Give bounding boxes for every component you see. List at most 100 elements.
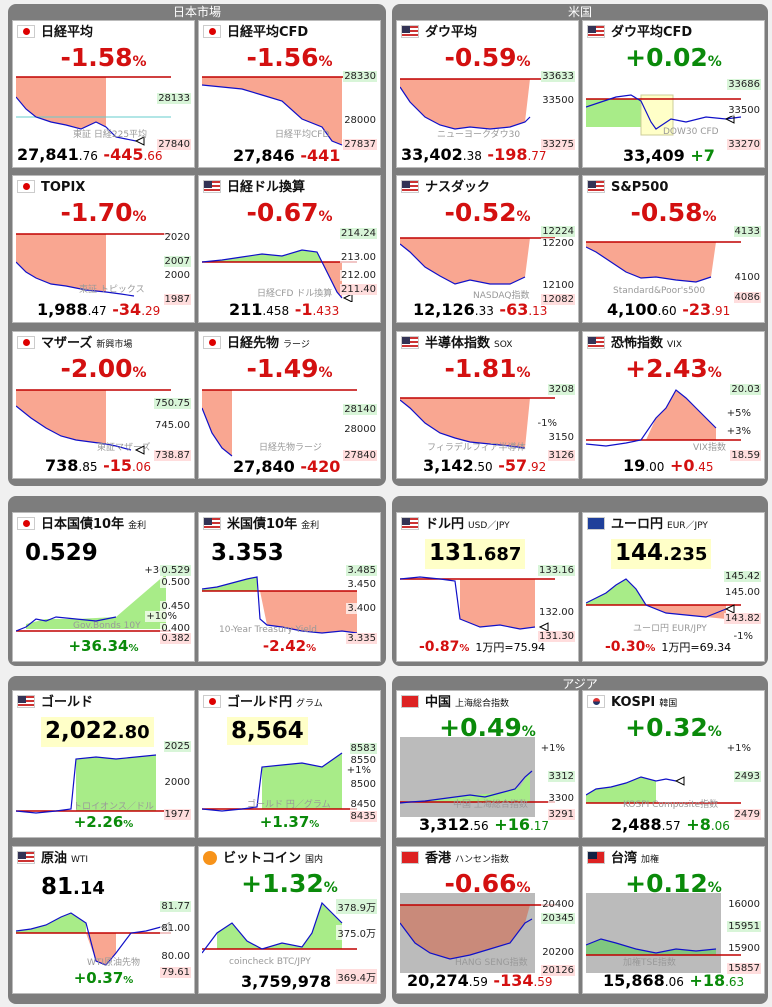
price-value: 33,402 <box>401 145 463 164</box>
mid2-label: 212.00 <box>340 270 377 281</box>
card-nasdaq[interactable]: ナスダック -0.52% 12224 12200 12100 12082 NAS… <box>396 175 579 323</box>
price-value: 81 <box>41 874 74 900</box>
japan-flag-icon <box>203 336 221 349</box>
card-eurjpy[interactable]: ユーロ円 EUR／JPY 144.235 145.42 145.00 143.82… <box>582 512 765 662</box>
card-taiwan[interactable]: 台湾 加権 +0.12% 16000 15951 15900 15857 加権TS… <box>582 846 765 994</box>
change-percent: +2.26 <box>73 813 124 831</box>
card-china[interactable]: 中国 上海総合指数 +0.49% +1% 3312 3300 3291 中国 上海… <box>396 690 579 838</box>
mid-label: 745.00 <box>154 420 191 431</box>
mid-label: 20345 <box>541 913 575 924</box>
low-label: 211.40 <box>340 284 377 295</box>
price-value: 3,759,978 <box>241 972 332 991</box>
card-gold-yen[interactable]: ゴールド円 グラム 8,564 8583 8550 +1% 8500 8450 8… <box>198 690 381 838</box>
change-percent: -1.70 <box>60 198 133 227</box>
us-flag-icon <box>17 851 35 864</box>
card-dow[interactable]: ダウ平均 -0.59% 33633 33500 33275 ニューヨークダウ30… <box>396 20 579 168</box>
card-sox[interactable]: 半導体指数 SOX -1.81% 3208 -1% 3150 3126 フィラデル… <box>396 331 579 479</box>
card-gold[interactable]: ゴールド 2,022.80 2025 2000 1977 トロイオンス／ドル +… <box>12 690 195 838</box>
high-label: 16000 <box>727 899 761 910</box>
change-percent: +0.37 <box>73 969 124 987</box>
low-label: 12082 <box>541 294 575 305</box>
card-kospi[interactable]: KOSPI 韓国 +0.32% +1% 2493 2479 KOSPI Compo… <box>582 690 765 838</box>
change-percent: -0.59 <box>444 43 517 72</box>
high-label: 2020 <box>163 232 191 243</box>
us-flag-icon <box>203 517 221 530</box>
change-percent: -0.30 <box>605 639 646 655</box>
japan-flag-icon <box>203 695 221 708</box>
card-nikkei-usd[interactable]: 日経ドル換算 -0.67% 214.24 213.00 212.00 211.4… <box>198 175 381 323</box>
card-usdjpy[interactable]: ドル円 USD／JPY 131.687 133.16 132.00 131.30 … <box>396 512 579 662</box>
mid-label: 3300 <box>547 793 575 804</box>
section-title: 米国 <box>567 5 592 19</box>
card-nikkei[interactable]: 日経平均 -1.58% 28133 27840 東証 日経225平均 27,84… <box>12 20 195 168</box>
card-hongkong[interactable]: 香港 ハンセン指数 -0.66% 20400 20345 20200 20126 … <box>396 846 579 994</box>
price-chart <box>202 576 358 634</box>
change-value: +7 <box>690 146 715 165</box>
change-value: -445 <box>103 145 144 164</box>
change-percent: +36.34 <box>68 637 129 655</box>
low-label: 738.87 <box>154 450 191 461</box>
low-label: 1977 <box>163 809 191 820</box>
high-label: 33686 <box>727 79 761 90</box>
price-chart <box>586 94 742 136</box>
low-label: 143.82 <box>724 613 761 624</box>
watermark: WTI原油先物 <box>87 958 141 968</box>
change-value: -420 <box>300 457 341 476</box>
card-mothers[interactable]: マザーズ 新興市場 -2.00% 750.75 745.00 738.87 東証マ… <box>12 331 195 479</box>
card-vix[interactable]: 恐怖指数 VIX +2.43% 20.03 +5% +3% 18.59 VIX指数… <box>582 331 765 479</box>
high-label: 12224 <box>541 226 575 237</box>
price-value: 8,564 <box>227 717 308 745</box>
change-value: -57 <box>498 456 528 475</box>
price-chart <box>586 389 741 447</box>
watermark: トロイオンス／ドル <box>73 802 154 812</box>
change-value: -441 <box>300 146 341 165</box>
yen-conversion: 1万円=69.34 <box>661 641 732 654</box>
price-chart <box>202 752 357 812</box>
percent-mark: -1% <box>732 631 754 642</box>
high-label: 750.75 <box>154 398 191 409</box>
us-flag-icon <box>587 25 605 38</box>
card-nikkei-futures[interactable]: 日経先物 ラージ -1.49% 28140 28000 27840 日経先物ラージ… <box>198 331 381 479</box>
change-value: +8 <box>686 815 711 834</box>
percent-mark: +3% <box>725 426 752 437</box>
card-nikkei-cfd[interactable]: 日経平均CFD -1.56% 28330 28000 27837 日経平均CFD… <box>198 20 381 168</box>
watermark: Standard&Poor's500 <box>613 286 706 296</box>
high-label: 8583 <box>349 743 377 754</box>
card-oil[interactable]: 原油 WTI 81.14 81.77 81.00 80.00 79.61 WTI原… <box>12 846 195 994</box>
high-label: 214.24 <box>340 228 377 239</box>
change-value: -198 <box>487 145 528 164</box>
card-ust10y[interactable]: 米国債10年 金利 3.353 3.485 3.450 3.400 3.335 1… <box>198 512 381 662</box>
card-title: 日本国債10年 <box>41 517 125 532</box>
hongkong-flag-icon <box>401 851 419 864</box>
price-value: 211 <box>229 300 263 319</box>
price-chart <box>16 233 171 297</box>
price-value: 144 <box>615 540 664 566</box>
price-chart <box>16 76 171 146</box>
card-sp500[interactable]: S&P500 -0.58% 4133 4100 4086 Standard&Po… <box>582 175 765 323</box>
watermark: 日経平均CFD <box>275 130 330 140</box>
card-dow-cfd[interactable]: ダウ平均CFD +0.02% 33686 33500 33270 DOW30 C… <box>582 20 765 168</box>
mid-label: 81.00 <box>160 923 191 934</box>
card-bitcoin[interactable]: ビットコイン 国内 +1.32% 378.9万 375.0万 369.4万 coi… <box>198 846 381 994</box>
price-value: 27,841 <box>17 145 79 164</box>
change-percent: +0.32 <box>625 713 708 742</box>
card-title: 半導体指数 <box>425 336 491 351</box>
us-flag-icon <box>401 517 419 530</box>
change-value: -34 <box>112 300 142 319</box>
mid-label: 8450 <box>349 799 377 810</box>
price-chart <box>400 237 555 285</box>
card-topix[interactable]: TOPIX -1.70% 2020 2007 2000 1987 東証 トピック… <box>12 175 195 323</box>
mid-label: 0.400 <box>160 623 191 634</box>
mid-label: 0.500 <box>160 577 191 588</box>
mid-label: 20200 <box>541 947 575 958</box>
low-label: 0.382 <box>160 633 191 644</box>
low-label: 3291 <box>547 809 575 820</box>
japan-flag-icon <box>203 25 221 38</box>
change-percent: -0.67 <box>246 198 319 227</box>
price-value: 738 <box>45 456 79 475</box>
tag-percent: +36% <box>143 565 176 576</box>
card-title: 日経平均 <box>41 25 94 40</box>
change-percent: -2.42 <box>262 637 307 655</box>
change-percent: -2.00 <box>60 354 133 383</box>
